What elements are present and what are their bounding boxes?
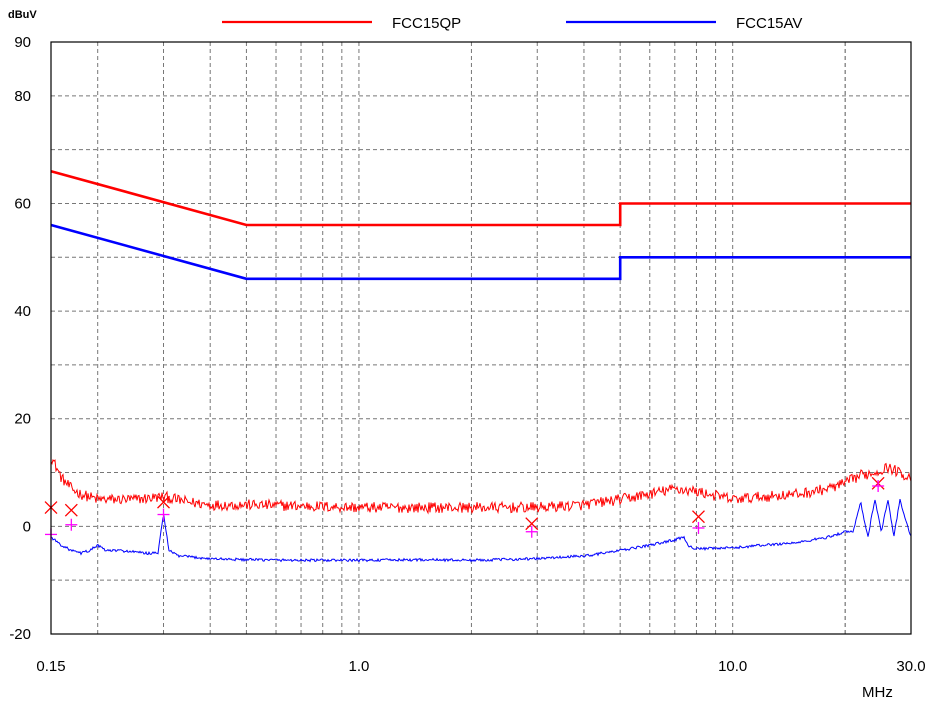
limit-line-fcc15av <box>50 223 911 281</box>
grid <box>51 42 911 634</box>
y-tick-label: 90 <box>14 34 31 51</box>
x-tick-label: 30.0 <box>896 658 925 675</box>
measurement-traces <box>50 459 912 563</box>
plot-frame <box>50 41 912 635</box>
x-unit-label: MHz <box>862 684 893 701</box>
av-marker <box>872 480 885 492</box>
qp-measurement-trace <box>50 459 912 515</box>
y-tick-label: 80 <box>14 88 31 105</box>
av-marker <box>692 521 705 534</box>
legend-label-av: FCC15AV <box>736 15 802 32</box>
y-tick-label: 20 <box>14 411 31 428</box>
y-tick-label: 0 <box>23 518 31 535</box>
x-tick-labels: 0.15 1.0 10.0 30.0 <box>36 658 925 675</box>
y-tick-labels: 90 80 60 40 20 0 -20 <box>9 34 31 643</box>
qp-marker <box>692 510 705 524</box>
limit-line-fcc15qp <box>50 169 911 227</box>
y-tick-label: 40 <box>14 303 31 320</box>
x-tick-label: 0.15 <box>36 658 65 675</box>
av-marker <box>525 525 538 538</box>
qp-marker <box>157 495 170 509</box>
x-tick-label: 10.0 <box>718 658 747 675</box>
av-measurement-trace <box>50 498 912 563</box>
y-tick-label: -20 <box>9 626 31 643</box>
legend-label-qp: FCC15QP <box>392 15 461 32</box>
av-marker <box>65 518 78 531</box>
y-tick-label: 60 <box>14 195 31 212</box>
legend: FCC15QP FCC15AV <box>222 15 802 32</box>
qp-marker <box>525 517 539 531</box>
av-marker <box>157 508 170 521</box>
limit-lines <box>50 169 911 281</box>
qp-marker <box>64 503 78 517</box>
x-tick-label: 1.0 <box>349 658 370 675</box>
y-unit-label: dBuV <box>8 9 37 21</box>
